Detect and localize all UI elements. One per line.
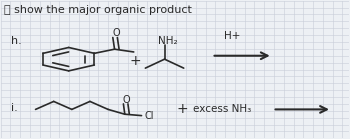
Text: +: + [129, 54, 141, 68]
Text: +: + [176, 102, 188, 116]
Text: O: O [112, 28, 120, 38]
Text: H+: H+ [224, 31, 241, 41]
Text: Cl: Cl [145, 111, 154, 121]
Text: ⓒ show the major organic product: ⓒ show the major organic product [4, 5, 192, 15]
Text: O: O [122, 95, 130, 105]
Text: i.: i. [11, 103, 18, 113]
Text: h.: h. [11, 36, 22, 46]
Text: excess NH₃: excess NH₃ [193, 104, 251, 114]
Text: NH₂: NH₂ [158, 36, 178, 46]
